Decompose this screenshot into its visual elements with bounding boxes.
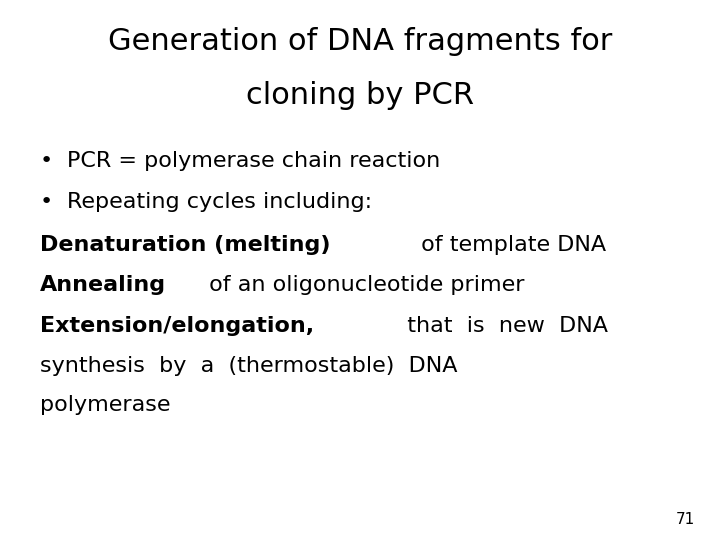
Text: polymerase: polymerase <box>40 395 170 415</box>
Text: that  is  new  DNA: that is new DNA <box>393 316 608 336</box>
Text: PCR = polymerase chain reaction: PCR = polymerase chain reaction <box>67 151 440 171</box>
Text: Extension/elongation,: Extension/elongation, <box>40 316 314 336</box>
Text: •: • <box>40 192 53 212</box>
Text: Repeating cycles including:: Repeating cycles including: <box>67 192 372 212</box>
Text: Generation of DNA fragments for: Generation of DNA fragments for <box>108 27 612 56</box>
Text: Denaturation (melting): Denaturation (melting) <box>40 235 330 255</box>
Text: •: • <box>40 151 53 171</box>
Text: 71: 71 <box>675 511 695 526</box>
Text: cloning by PCR: cloning by PCR <box>246 81 474 110</box>
Text: Annealing: Annealing <box>40 275 166 295</box>
Text: of template DNA: of template DNA <box>415 235 606 255</box>
Text: synthesis  by  a  (thermostable)  DNA: synthesis by a (thermostable) DNA <box>40 356 457 376</box>
Text: of an oligonucleotide primer: of an oligonucleotide primer <box>202 275 525 295</box>
